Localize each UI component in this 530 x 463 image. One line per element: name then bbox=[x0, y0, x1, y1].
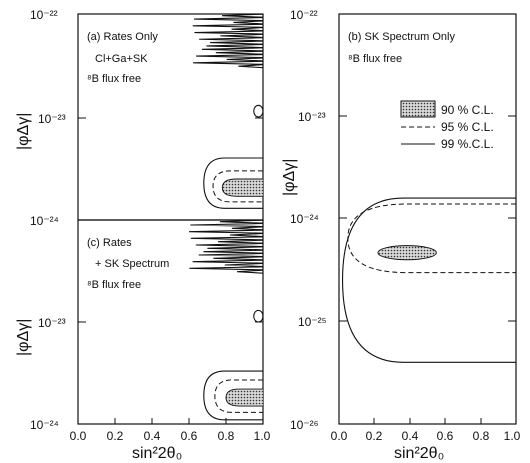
tick-label: 10⁻²⁴ bbox=[30, 214, 59, 228]
x-axis-label: sin²2θ₀ bbox=[132, 445, 182, 462]
contour-99-cl bbox=[192, 13, 264, 69]
panel-a-contours bbox=[192, 13, 264, 209]
y-axis-label: |φΔγ| bbox=[15, 319, 32, 356]
contour-90-cl bbox=[377, 245, 437, 261]
tick-label: 10⁻²² bbox=[30, 8, 58, 22]
legend-label-99: 99 %.C.L. bbox=[441, 137, 494, 151]
right-panel bbox=[338, 13, 517, 425]
panel-b-label: (b) SK Spectrum Only bbox=[348, 31, 455, 43]
tick-label: 10⁻²⁴ bbox=[290, 212, 319, 226]
tick-label: 0.8 bbox=[218, 429, 235, 443]
tick-label: 0.2 bbox=[366, 429, 383, 443]
x-axis-label: sin²2θ₀ bbox=[394, 445, 444, 462]
contour-95-cl bbox=[212, 170, 263, 203]
tick-label: 0.4 bbox=[402, 429, 419, 443]
contour-90-cl bbox=[225, 388, 263, 407]
tick-label: 10⁻²⁴ bbox=[30, 418, 59, 432]
panel-b-contours bbox=[341, 197, 516, 363]
contour-99-cl bbox=[341, 197, 516, 363]
contour-95-cl bbox=[347, 203, 516, 274]
tick-label: 0.0 bbox=[331, 429, 348, 443]
left-panels bbox=[77, 13, 264, 425]
tick-label: 10⁻²³ bbox=[38, 112, 66, 126]
panel-a-label: Cl+Ga+SK bbox=[95, 53, 148, 65]
contour-99-cl bbox=[203, 370, 263, 421]
panel-c-contours bbox=[188, 219, 264, 421]
contour-99-cl bbox=[253, 309, 264, 323]
legend: 90 % C.L. 95 % C.L. 99 %.C.L. bbox=[400, 100, 494, 151]
contour-95-cl bbox=[214, 379, 263, 413]
panel-c-label: + SK Spectrum bbox=[95, 258, 169, 270]
tick-label: 10⁻²³ bbox=[298, 110, 326, 124]
tick-label: 10⁻²² bbox=[290, 8, 318, 22]
contour-99-cl bbox=[203, 157, 263, 209]
contour-90-cl bbox=[221, 178, 263, 197]
contour-99-cl bbox=[253, 104, 264, 118]
tick-label: 0.2 bbox=[107, 429, 124, 443]
tick-label: 0.6 bbox=[181, 429, 198, 443]
y-axis-label: |φΔγ| bbox=[15, 113, 32, 150]
tick-label: 1.0 bbox=[254, 429, 271, 443]
legend-90-swatch bbox=[400, 100, 436, 118]
panel-c-label: ⁸B flux free bbox=[87, 279, 141, 291]
tick-label: 0.4 bbox=[144, 429, 161, 443]
panel-a-label: (a) Rates Only bbox=[87, 31, 158, 43]
tick-label: 1.0 bbox=[504, 429, 521, 443]
tick-label: 10⁻²³ bbox=[38, 316, 66, 330]
contour-99-cl bbox=[188, 219, 264, 274]
y-axis-label: |φΔγ| bbox=[281, 159, 298, 196]
tick-label: 10⁻²⁵ bbox=[298, 315, 327, 329]
tick-label: 0.0 bbox=[70, 429, 87, 443]
panel-b-frame bbox=[338, 13, 517, 425]
legend-label-95: 95 % C.L. bbox=[441, 120, 494, 134]
tick-label: 10⁻²⁶ bbox=[290, 418, 319, 432]
legend-label-90: 90 % C.L. bbox=[441, 103, 494, 117]
tick-label: 0.8 bbox=[473, 429, 490, 443]
panel-b-label: ⁸B flux free bbox=[348, 53, 402, 65]
tick-label: 0.6 bbox=[437, 429, 454, 443]
panel-c-label: (c) Rates bbox=[87, 237, 132, 249]
panel-a-label: ⁸B flux free bbox=[87, 73, 141, 85]
